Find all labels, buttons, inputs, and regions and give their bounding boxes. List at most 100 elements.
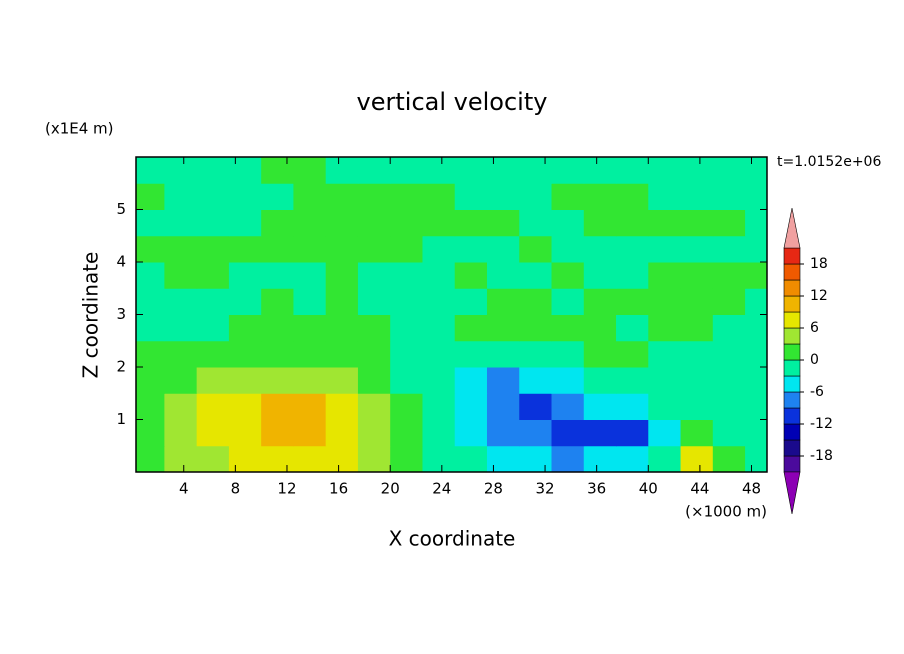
- contour-cell: [357, 340, 391, 368]
- contour-cell: [293, 419, 327, 447]
- contour-cell: [745, 183, 767, 210]
- contour-cell: [390, 235, 423, 263]
- contour-cell: [325, 209, 359, 237]
- contour-cell: [196, 262, 230, 289]
- contour-cell: [648, 288, 682, 315]
- contour-cell: [196, 183, 230, 210]
- contour-cell: [196, 314, 230, 342]
- contour-cell: [164, 393, 198, 420]
- contour-cell: [357, 367, 391, 394]
- contour-cell: [519, 183, 553, 210]
- contour-cell: [519, 235, 553, 263]
- contour-cell: [680, 445, 714, 472]
- contour-cell: [551, 367, 585, 394]
- colorbar-box: [783, 295, 801, 313]
- contour-cell: [616, 367, 649, 394]
- contour-cell: [519, 340, 553, 368]
- contour-cell: [680, 367, 714, 394]
- contour-cell: [454, 340, 488, 368]
- contour-cell: [136, 262, 165, 289]
- colorbar-tick-label: 18: [810, 256, 828, 272]
- y-tick-label: 4: [116, 253, 126, 271]
- contour-cell: [519, 419, 553, 447]
- contour-cell: [648, 340, 682, 368]
- contour-cell: [454, 314, 488, 342]
- contour-cell: [293, 314, 327, 342]
- contour-cell: [390, 314, 423, 342]
- x-tick-label: 36: [587, 480, 606, 498]
- contour-cell: [519, 314, 553, 342]
- contour-cell: [357, 314, 391, 342]
- contour-cell: [486, 445, 520, 472]
- contour-cell: [422, 262, 456, 289]
- contour-cell: [390, 262, 423, 289]
- contour-cell: [712, 314, 746, 342]
- contour-cell: [261, 393, 294, 420]
- contour-cell: [293, 288, 327, 315]
- contour-cell: [164, 419, 198, 447]
- contour-cell: [357, 157, 391, 184]
- contour-cell: [196, 235, 230, 263]
- contour-cell: [196, 367, 230, 394]
- x-unit: (×1000 m): [685, 503, 767, 521]
- contour-cell: [261, 340, 294, 368]
- contour-cell: [583, 235, 617, 263]
- contour-cell: [196, 157, 230, 184]
- contour-cell: [422, 157, 456, 184]
- contour-cell: [648, 262, 682, 289]
- contour-cell: [228, 314, 262, 342]
- contour-cell: [390, 393, 423, 420]
- x-tick-label: 12: [277, 480, 296, 498]
- contour-cell: [261, 419, 294, 447]
- contour-cell: [390, 288, 423, 315]
- contour-cell: [164, 183, 198, 210]
- contour-cell: [325, 340, 359, 368]
- contour-cell: [648, 419, 682, 447]
- x-tick-label: 16: [329, 480, 348, 498]
- contour-cell: [228, 367, 262, 394]
- contour-cell: [325, 419, 359, 447]
- contour-cell: [680, 183, 714, 210]
- colorbar-tick-label: 6: [810, 320, 819, 336]
- contour-cell: [164, 209, 198, 237]
- contour-cell: [680, 235, 714, 263]
- contour-cell: [712, 419, 746, 447]
- y-unit: (x1E4 m): [45, 120, 114, 138]
- contour-cell: [228, 419, 262, 447]
- contour-cell: [648, 183, 682, 210]
- contour-cell: [422, 209, 456, 237]
- contour-cell: [648, 393, 682, 420]
- contour-cell: [745, 314, 767, 342]
- contour-cell: [486, 183, 520, 210]
- colorbar-tick-label: 12: [810, 288, 828, 304]
- contour-cell: [551, 157, 585, 184]
- contour-cell: [136, 314, 165, 342]
- contour-cell: [648, 157, 682, 184]
- contour-cell: [422, 235, 456, 263]
- contour-cell: [390, 209, 423, 237]
- contour-cell: [357, 419, 391, 447]
- contour-cell: [261, 157, 294, 184]
- contour-cell: [325, 445, 359, 472]
- colorbar-over: [783, 207, 801, 249]
- contour-cell: [293, 393, 327, 420]
- contour-cell: [293, 445, 327, 472]
- contour-cell: [486, 393, 520, 420]
- contour-cell: [519, 209, 553, 237]
- contour-cell: [164, 340, 198, 368]
- contour-cell: [325, 314, 359, 342]
- contour-cell: [164, 445, 198, 472]
- contour-cell: [486, 262, 520, 289]
- contour-cell: [583, 209, 617, 237]
- contour-cell: [196, 340, 230, 368]
- contour-cell: [745, 262, 767, 289]
- contour-cell: [583, 262, 617, 289]
- contour-cell: [422, 419, 456, 447]
- contour-cell: [745, 340, 767, 368]
- contour-cell: [164, 157, 198, 184]
- contour-cell: [583, 183, 617, 210]
- contour-cell: [261, 209, 294, 237]
- colorbar-tick-label: -18: [810, 448, 833, 464]
- contour-cell: [422, 183, 456, 210]
- colorbar-box: [783, 359, 801, 377]
